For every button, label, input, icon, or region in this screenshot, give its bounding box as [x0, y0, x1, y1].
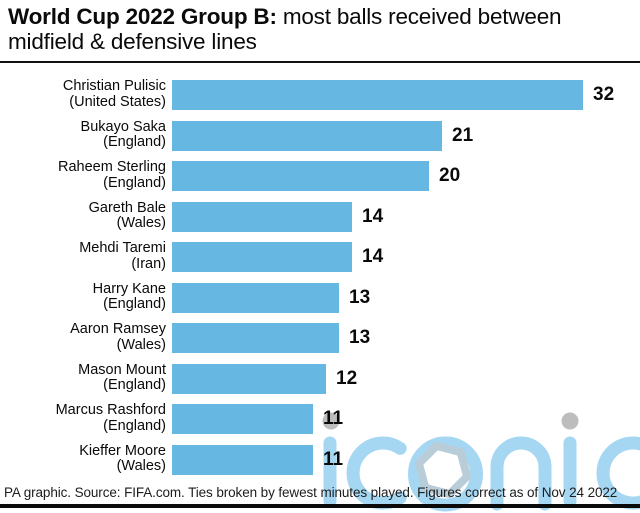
- bar-value-label: 11: [323, 408, 344, 429]
- bar-row-label: Marcus Rashford (England): [0, 402, 166, 434]
- bar: [172, 282, 339, 313]
- player-name: Aaron Ramsey: [70, 321, 166, 337]
- bar-value-label: 11: [323, 448, 344, 470]
- bar: [172, 323, 339, 353]
- chart-title-regular: most balls received between midfield & d…: [8, 4, 562, 54]
- bar: [172, 242, 352, 272]
- player-team: (Wales): [116, 458, 166, 474]
- bar-row-label: Bukayo Saka (England): [0, 118, 166, 151]
- bar: [172, 363, 326, 394]
- player-team: (England): [103, 134, 166, 150]
- bottom-rule: [0, 504, 640, 508]
- bar-value-label: 13: [349, 327, 371, 348]
- player-name: Bukayo Saka: [80, 118, 166, 135]
- player-name: Mehdi Taremi: [79, 240, 166, 256]
- player-team: (England): [103, 174, 166, 191]
- bar: [172, 201, 352, 232]
- bar-value-label: 12: [336, 367, 358, 389]
- player-team: (Wales): [116, 336, 166, 353]
- bar-value-label: 13: [349, 286, 371, 308]
- player-name: Mason Mount: [78, 361, 166, 378]
- chart-title: World Cup 2022 Group B: most balls recei…: [8, 4, 580, 54]
- bar-value-label: 14: [362, 246, 384, 267]
- player-name: Harry Kane: [92, 280, 166, 297]
- player-team: (Wales): [116, 215, 166, 231]
- bar: [172, 120, 442, 151]
- bar: [172, 80, 583, 110]
- title-divider-rule: [0, 61, 640, 63]
- bar-value-label: 20: [439, 165, 461, 186]
- source-attribution: PA graphic. Source: FIFA.com. Ties broke…: [4, 485, 618, 500]
- bar-row-label: Mason Mount (England): [0, 361, 166, 394]
- bar-row-label: Raheem Sterling (England): [0, 159, 166, 191]
- bar-row-label: Kieffer Moore (Wales): [0, 442, 166, 475]
- bar-row-label: Harry Kane (England): [0, 280, 166, 313]
- player-team: (Iran): [131, 255, 166, 272]
- player-name: Marcus Rashford: [55, 402, 166, 418]
- bar-row-label: Mehdi Taremi (Iran): [0, 240, 166, 272]
- bar-row-label: Aaron Ramsey (Wales): [0, 321, 166, 353]
- player-name: Gareth Bale: [88, 199, 166, 216]
- bar-row-label: Gareth Bale (Wales): [0, 199, 166, 232]
- bar-value-label: 21: [452, 124, 474, 146]
- player-team: (England): [103, 377, 166, 393]
- player-team: (United States): [69, 93, 166, 110]
- player-name: Christian Pulisic: [62, 78, 166, 94]
- player-team: (England): [103, 296, 166, 312]
- chart-title-bold: World Cup 2022 Group B:: [8, 4, 277, 29]
- bar: [172, 404, 313, 434]
- bar-row-label: Christian Pulisic (United States): [0, 78, 166, 110]
- player-name: Kieffer Moore: [79, 442, 166, 459]
- bar-value-label: 14: [362, 205, 384, 227]
- player-name: Raheem Sterling: [58, 159, 166, 175]
- player-team: (England): [103, 417, 166, 434]
- bar: [172, 161, 429, 191]
- bar: [172, 444, 313, 475]
- bar-value-label: 32: [593, 84, 615, 105]
